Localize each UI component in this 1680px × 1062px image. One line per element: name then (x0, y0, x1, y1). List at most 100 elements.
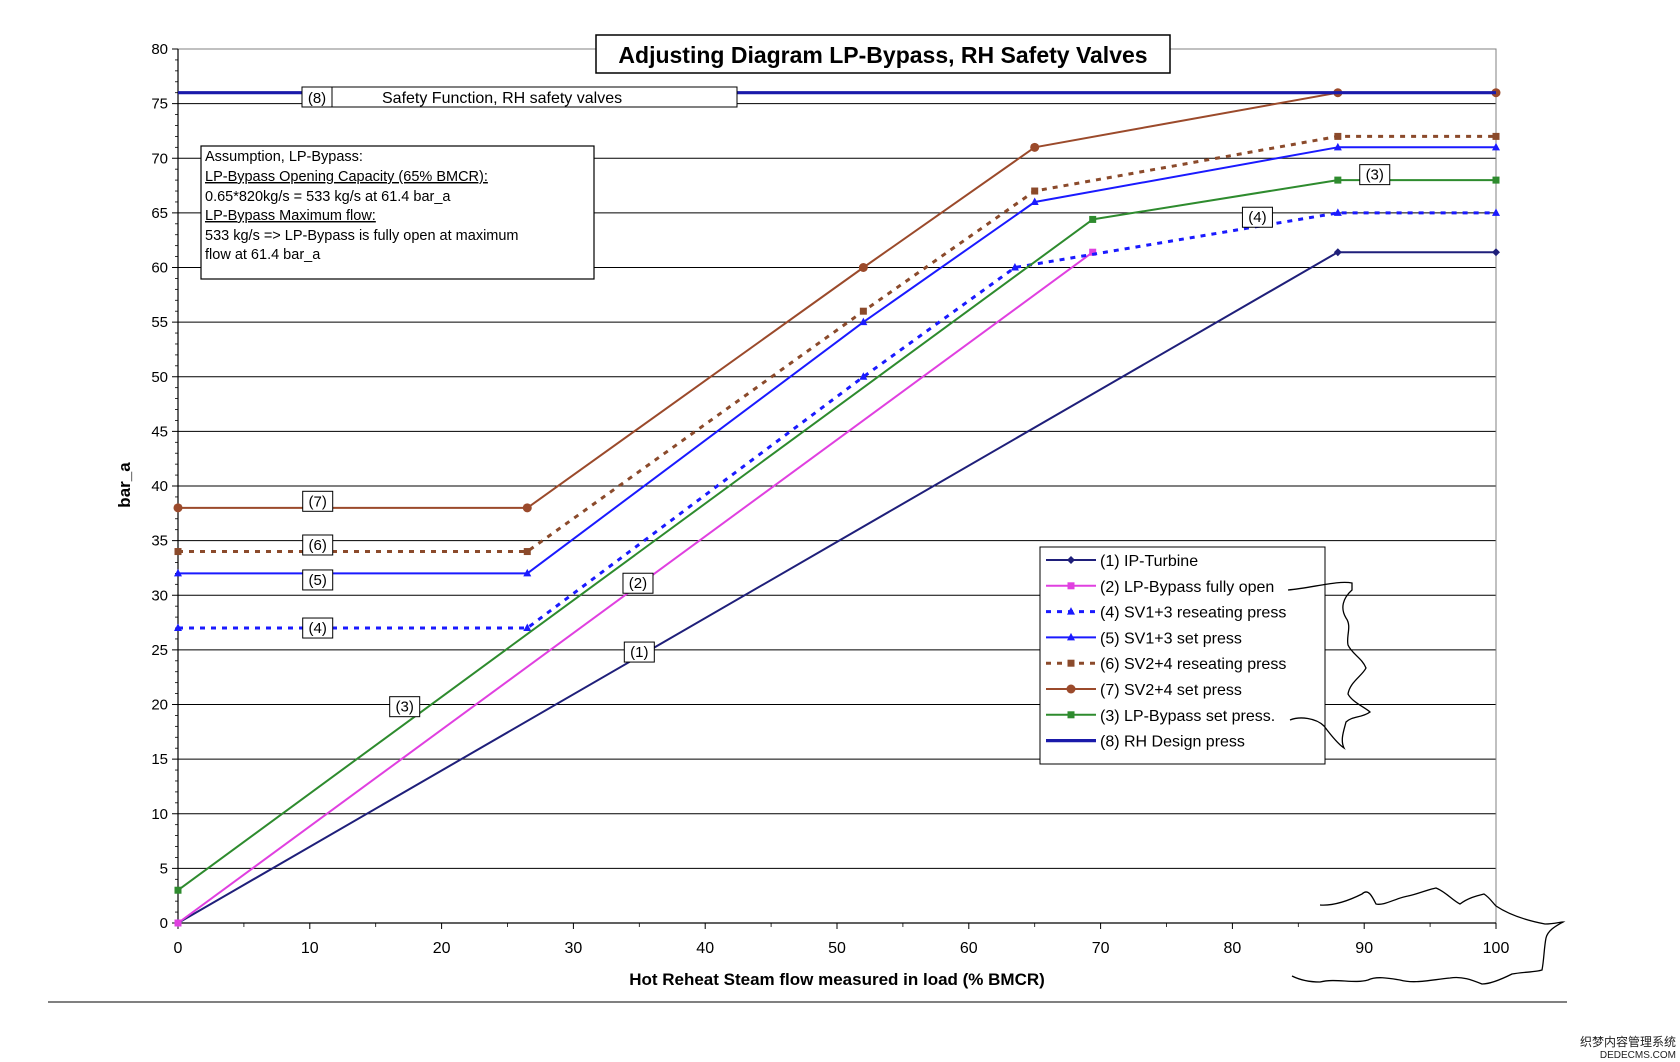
line-label: (7) (309, 493, 327, 510)
data-point (173, 503, 183, 513)
x-tick-label: 90 (1355, 940, 1373, 957)
data-point (523, 568, 532, 577)
legend-marker (1067, 582, 1075, 590)
watermark-logo: 织梦内容管理系统 DEDECMS.COM (1580, 1034, 1676, 1061)
safety-label-tag-text: (8) (308, 90, 326, 107)
data-point (859, 317, 868, 326)
line-label: (1) (630, 644, 648, 661)
legend-label: (5) SV1+3 set press (1100, 630, 1242, 647)
safety-label-tag (301, 86, 333, 108)
data-point (1492, 142, 1500, 151)
legend-marker (1067, 711, 1075, 719)
line-label-box (1241, 206, 1273, 228)
line-label-box (302, 534, 334, 556)
hand-drawn-brace (1287, 581, 1371, 750)
x-tick-label: 80 (1224, 940, 1242, 957)
data-point (1089, 215, 1097, 223)
legend-marker (1066, 684, 1076, 694)
y-tick-label: 20 (151, 697, 168, 714)
y-tick-label: 10 (151, 806, 168, 823)
data-point (1030, 197, 1039, 205)
x-axis-title: Hot Reheat Steam flow measured in load (… (629, 970, 1045, 989)
data-point (1031, 187, 1039, 195)
svg-text:DEDECMS.COM: DEDECMS.COM (1600, 1050, 1676, 1061)
chart-title: Adjusting Diagram LP-Bypass, RH Safety V… (618, 42, 1147, 68)
line-label-box (1359, 164, 1391, 186)
svg-text:织梦内容管理系统: 织梦内容管理系统 (1580, 1034, 1676, 1049)
line-label: (3) (1366, 167, 1384, 184)
y-tick-label: 15 (151, 751, 168, 768)
title-box (595, 34, 1171, 74)
legend-marker (1067, 632, 1075, 641)
assumption-line-6: flow at 61.4 bar_a (205, 247, 321, 263)
line-label: (4) (309, 620, 327, 637)
safety-function-text: Safety Function, RH safety valves (382, 90, 622, 107)
hand-drawn-scribble (1291, 887, 1566, 985)
y-tick-label: 80 (151, 41, 168, 58)
legend-entries: (1) IP-Turbine (2) LP-Bypass fully open (4… (1046, 553, 1286, 751)
assumption-line-4: LP-Bypass Maximum flow: (205, 208, 376, 224)
legend: (1) IP-Turbine (2) LP-Bypass fully open (4… (1039, 546, 1326, 765)
data-point (174, 548, 182, 556)
y-tick-label: 45 (151, 423, 168, 440)
assumption-line-2: LP-Bypass Opening Capacity (65% BMCR): (205, 169, 488, 185)
data-point (859, 372, 868, 380)
line-label-box (302, 490, 334, 512)
gridlines (178, 103, 1496, 869)
data-point (1334, 176, 1342, 184)
assumption-line-3: 0.65*820kg/s = 533 kg/s at 61.4 bar_a (205, 189, 451, 205)
x-tick-label: 60 (960, 940, 978, 957)
data-point (1333, 142, 1342, 151)
x-tick-label: 0 (174, 940, 183, 957)
y-tick-label: 50 (151, 369, 168, 386)
data-point (1333, 208, 1342, 216)
line-labels: (7) (6) (5) (4) (3) (2) (1) (4) (3) (302, 164, 1391, 718)
axes: 0 5 10 15 20 25 30 35 40 45 50 55 60 65 70 75 80 0 10 20 30 4… (151, 41, 1509, 957)
line-label-box (302, 617, 334, 639)
x-tick-label: 70 (1092, 940, 1110, 957)
data-point (174, 919, 182, 927)
data-point (174, 568, 182, 577)
series-line (178, 211, 1496, 630)
data-point (1492, 208, 1500, 216)
data-point (1089, 248, 1097, 256)
y-tick-label: 35 (151, 533, 168, 550)
y-tick-label: 30 (151, 587, 168, 604)
x-tick-label: 100 (1483, 940, 1510, 957)
data-point (1492, 132, 1500, 140)
data-point (859, 307, 867, 315)
series-line (177, 179, 1496, 892)
assumption-line-5: 533 kg/s => LP-Bypass is fully open at m… (205, 228, 519, 244)
legend-label: (6) SV2+4 reseating press (1100, 656, 1286, 673)
legend-label: (4) SV1+3 reseating press (1100, 605, 1286, 622)
y-tick-label: 0 (160, 915, 168, 932)
legend-label: (3) LP-Bypass set press. (1100, 708, 1275, 725)
data-point (1333, 248, 1342, 257)
legend-label: (7) SV2+4 set press (1100, 682, 1242, 699)
line-label-box (302, 569, 334, 591)
data-point (1492, 248, 1500, 257)
data-point (522, 503, 532, 513)
x-tick-label: 30 (565, 940, 583, 957)
legend-marker (1067, 607, 1075, 615)
y-tick-label: 55 (151, 314, 168, 331)
data-point (1010, 263, 1019, 271)
data-point (523, 623, 532, 632)
data-point (858, 263, 868, 272)
data-point (523, 548, 531, 556)
legend-marker (1067, 659, 1075, 667)
line-label: (6) (309, 537, 327, 554)
series-line (178, 146, 1496, 575)
line-label-box (623, 641, 655, 663)
legend-label: (8) RH Design press (1100, 734, 1245, 751)
y-tick-label: 65 (151, 205, 168, 222)
y-tick-label: 25 (151, 642, 168, 659)
y-tick-label: 60 (151, 260, 168, 277)
assumption-box (200, 145, 595, 280)
x-tick-label: 40 (696, 940, 714, 957)
x-tick-label: 50 (828, 940, 846, 957)
data-series (173, 88, 1501, 927)
data-point (1030, 142, 1040, 152)
legend-label: (1) IP-Turbine (1100, 553, 1198, 570)
